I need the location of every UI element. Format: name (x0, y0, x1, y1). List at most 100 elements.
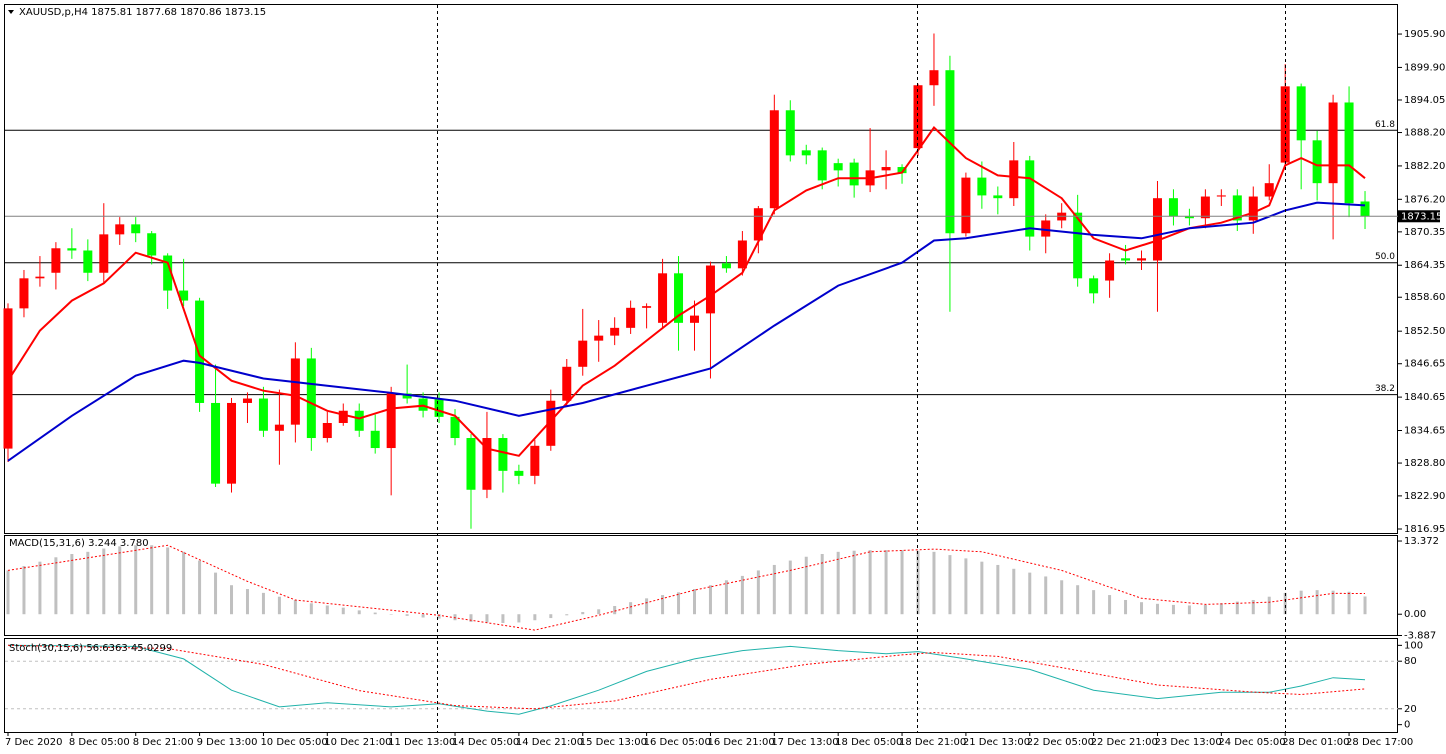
y-tick-label: 0 (1404, 720, 1410, 731)
x-tick-label: 22 Dec 05:00 (1027, 737, 1094, 748)
macd-bar (1140, 602, 1144, 615)
x-tick-label: 22 Dec 21:00 (1091, 737, 1158, 748)
macd-bar (118, 546, 122, 615)
candle-body (578, 340, 588, 367)
y-tick-label: 1816.95 (1404, 524, 1445, 535)
macd-title: MACD(15,31,6) 3.244 3.780 (9, 538, 149, 549)
candle-body (1200, 196, 1210, 219)
macd-bar (645, 598, 649, 615)
macd-bar (1283, 592, 1287, 615)
candle-body (482, 438, 492, 490)
x-tick-label: 7 Dec 2020 (5, 737, 63, 748)
y-tick-label: -3.887 (1404, 631, 1436, 642)
macd-bar (1028, 572, 1032, 615)
macd-bar (245, 589, 249, 615)
macd-bar (549, 614, 553, 619)
x-tick-label: 28 Dec 01:00 (1282, 737, 1349, 748)
macd-bar (1155, 603, 1159, 615)
candle-body (131, 224, 141, 234)
macd-bar (182, 551, 186, 615)
macd-bar (1124, 599, 1128, 615)
last-price-box (1398, 210, 1440, 223)
x-tick-label: 14 Dec 21:00 (516, 737, 583, 748)
macd-bar (708, 585, 712, 615)
candle-body (1232, 195, 1242, 221)
candle-body (99, 234, 109, 273)
candle-body (1216, 195, 1226, 197)
candle-body (913, 85, 923, 149)
x-tick-label: 9 Dec 13:00 (197, 737, 258, 748)
candle-body (418, 398, 428, 411)
candle-body (83, 250, 93, 273)
y-tick-label: 1894.05 (1404, 95, 1445, 106)
candle-body (386, 393, 396, 449)
macd-bar (565, 614, 569, 616)
macd-bar (900, 550, 904, 615)
x-tick-label: 11 Dec 13:00 (388, 737, 455, 748)
macd-bar (916, 550, 920, 615)
macd-bar (86, 551, 90, 615)
candle-body (849, 162, 859, 186)
y-tick-label: 1852.50 (1404, 326, 1445, 337)
macd-bar (629, 602, 633, 615)
candle-body (338, 410, 348, 423)
macd-bar (469, 614, 473, 622)
indicator-line (7, 544, 1366, 631)
candle-body (498, 438, 508, 471)
y-tick-label: 1888.20 (1404, 128, 1445, 139)
candle-body (35, 276, 45, 279)
macd-bar (1012, 568, 1016, 615)
candle-body (785, 110, 795, 156)
y-tick-label: 1858.60 (1404, 292, 1445, 303)
candle-body (993, 195, 1003, 199)
y-tick-label: 100 (1404, 640, 1423, 651)
x-tick-label: 21 Dec 13:00 (963, 737, 1030, 748)
candle-body (705, 265, 715, 314)
candle-body (1168, 198, 1178, 217)
candle-body (769, 110, 779, 209)
macd-bar (533, 614, 537, 621)
macd-bar (1171, 604, 1175, 615)
macd-bar (772, 564, 776, 615)
candle-body (306, 358, 316, 439)
y-tick-label: 1905.90 (1404, 29, 1445, 40)
candle-body (737, 240, 747, 269)
collapse-icon[interactable] (8, 10, 14, 14)
macd-bar (325, 605, 329, 615)
last-price-label: 1873.15 (1401, 211, 1442, 222)
candle-body (179, 290, 189, 301)
macd-bar (1299, 590, 1303, 615)
x-tick-label: 16 Dec 21:00 (707, 737, 774, 748)
candle-body (290, 358, 300, 425)
y-tick-label: 13.372 (1404, 536, 1439, 547)
macd-bar (517, 614, 521, 623)
candle-body (1280, 86, 1290, 163)
macd-bar (836, 551, 840, 615)
macd-bar (214, 572, 218, 615)
macd-bar (166, 547, 170, 615)
macd-bar (692, 589, 696, 615)
macd-bar (501, 614, 505, 623)
macd-bar (373, 612, 377, 615)
candle-body (642, 306, 652, 308)
y-tick-label: 1876.20 (1404, 194, 1445, 205)
candle-body (1248, 196, 1258, 221)
macd-bar (1363, 596, 1367, 615)
candle-body (961, 177, 971, 234)
macd-bar (54, 557, 58, 615)
candle-body (227, 402, 237, 484)
macd-bar (277, 596, 281, 615)
macd-bar (150, 545, 154, 615)
y-tick-label: 1864.35 (1404, 260, 1445, 271)
macd-bar (964, 558, 968, 615)
candle-body (322, 422, 332, 439)
x-tick-label: 15 Dec 13:00 (580, 737, 647, 748)
candle-body (945, 70, 955, 234)
macd-bar (1235, 601, 1239, 615)
y-tick-label: 0.00 (1404, 609, 1426, 620)
indicator-line (7, 644, 1366, 710)
candle-body (1121, 258, 1131, 261)
candle-body (1041, 220, 1051, 237)
macd-bar (405, 614, 409, 616)
